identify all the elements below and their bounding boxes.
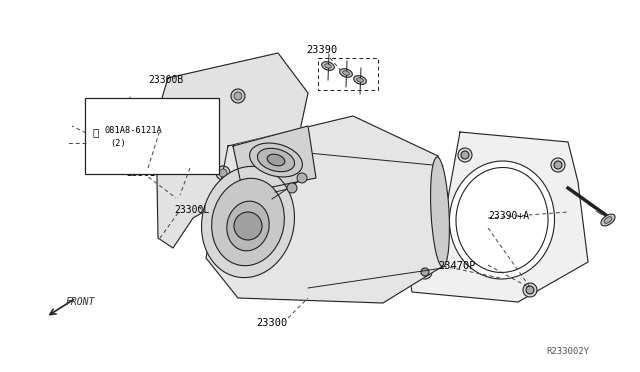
Text: 23390: 23390 xyxy=(306,45,337,55)
Polygon shape xyxy=(406,132,588,302)
Ellipse shape xyxy=(145,123,151,127)
Text: 081A8-6121A: 081A8-6121A xyxy=(104,125,162,135)
Ellipse shape xyxy=(356,78,364,82)
Circle shape xyxy=(418,265,432,279)
Ellipse shape xyxy=(142,155,154,164)
Text: Ⓑ: Ⓑ xyxy=(92,127,99,137)
Circle shape xyxy=(234,92,242,100)
Ellipse shape xyxy=(127,106,133,110)
Text: (2): (2) xyxy=(110,138,125,148)
Text: 23470P: 23470P xyxy=(438,261,476,271)
Circle shape xyxy=(185,100,201,116)
Ellipse shape xyxy=(145,158,151,162)
Ellipse shape xyxy=(267,154,285,166)
Ellipse shape xyxy=(257,148,294,172)
Circle shape xyxy=(216,166,230,180)
Circle shape xyxy=(287,183,297,193)
Ellipse shape xyxy=(354,76,366,84)
Circle shape xyxy=(219,169,227,177)
Ellipse shape xyxy=(250,143,303,177)
Ellipse shape xyxy=(124,104,136,112)
Text: R233002Y: R233002Y xyxy=(546,347,589,356)
Circle shape xyxy=(458,148,472,162)
Ellipse shape xyxy=(601,214,615,226)
Ellipse shape xyxy=(604,217,612,223)
Circle shape xyxy=(176,149,184,157)
Text: 23390+A: 23390+A xyxy=(488,211,529,221)
Circle shape xyxy=(297,173,307,183)
Text: 23300: 23300 xyxy=(257,318,287,328)
Circle shape xyxy=(526,286,534,294)
Text: FRONT: FRONT xyxy=(66,297,95,307)
Polygon shape xyxy=(156,53,308,248)
Ellipse shape xyxy=(202,166,294,278)
Text: 23301: 23301 xyxy=(126,168,156,178)
Ellipse shape xyxy=(324,64,332,68)
Circle shape xyxy=(551,158,565,172)
Circle shape xyxy=(188,103,198,113)
Ellipse shape xyxy=(124,139,136,147)
Circle shape xyxy=(231,89,245,103)
Text: 23300L: 23300L xyxy=(174,205,209,215)
Circle shape xyxy=(554,161,562,169)
Ellipse shape xyxy=(322,62,334,70)
Circle shape xyxy=(461,151,469,159)
Polygon shape xyxy=(206,116,443,303)
Text: 23300B: 23300B xyxy=(148,75,183,85)
Ellipse shape xyxy=(142,121,154,129)
Circle shape xyxy=(234,212,262,240)
Ellipse shape xyxy=(212,178,284,266)
FancyBboxPatch shape xyxy=(85,98,219,174)
Ellipse shape xyxy=(227,201,269,251)
Ellipse shape xyxy=(340,69,352,77)
Circle shape xyxy=(173,146,187,160)
Ellipse shape xyxy=(449,161,554,279)
Circle shape xyxy=(523,283,537,297)
Circle shape xyxy=(421,268,429,276)
Ellipse shape xyxy=(127,141,133,145)
Ellipse shape xyxy=(342,71,349,75)
Ellipse shape xyxy=(431,157,449,267)
Polygon shape xyxy=(233,126,316,193)
